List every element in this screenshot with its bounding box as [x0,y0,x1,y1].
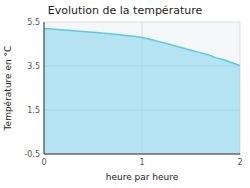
y-tick-label: 3.5 [27,62,40,71]
x-tick-label: 0 [41,158,46,167]
y-axis-label: Température en °C [3,46,13,132]
plot-area [44,29,240,154]
x-tick-label: 2 [237,158,242,167]
line [44,29,240,66]
grid-line-y [44,154,240,155]
y-tick-label: 5.5 [27,18,40,27]
x-axis-label: heure par heure [106,172,179,182]
plot-background [44,22,240,154]
chart: -0.5 1.5 3.5 5.5 0 1 2 Evolution de la températ… [0,0,250,188]
grid-line-x [44,22,45,154]
y-axis-line [44,22,45,154]
y-tick-label: -0.5 [24,150,40,159]
area-fill [44,29,240,154]
x-tick-label: 1 [139,158,144,167]
title: Evolution de la température [48,4,203,17]
y-tick-label: 1.5 [27,106,40,115]
x-axis-line [44,154,240,155]
